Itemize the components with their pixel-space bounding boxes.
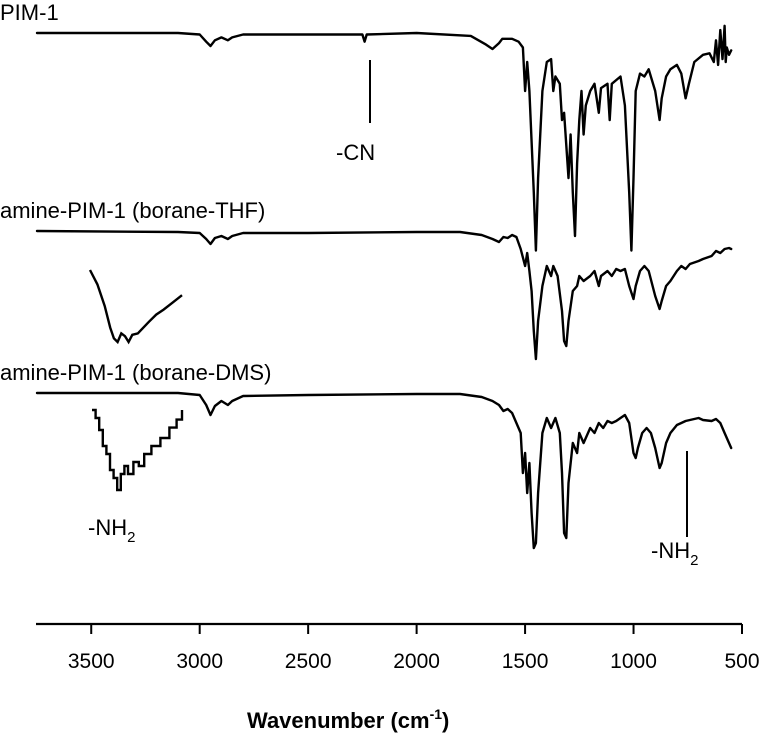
- spectrum-line-2: [35, 229, 733, 361]
- series-label-borane-thf: amine-PIM-1 (borane-THF): [0, 198, 265, 223]
- cn-annotation: -CN: [336, 140, 375, 165]
- spectrum-line-3: [35, 391, 733, 550]
- x-tick-label-1000: 1000: [610, 650, 657, 673]
- x-tick-label-2000: 2000: [393, 650, 440, 673]
- series-label-pim1: PIM-1: [0, 0, 59, 25]
- spectrum-line-1: [35, 24, 733, 252]
- x-tick-label-2500: 2500: [285, 650, 332, 673]
- nh2-annotation-inset: -NH2: [88, 515, 135, 546]
- series-label-borane-dms: amine-PIM-1 (borane-DMS): [0, 360, 271, 385]
- inset-trace-borane-thf: [88, 269, 183, 345]
- x-tick-label-3000: 3000: [176, 650, 223, 673]
- x-tick-label-500: 500: [724, 650, 759, 673]
- spectra-group: [35, 24, 733, 550]
- x-axis-title: Wavenumber (cm-1): [247, 706, 449, 733]
- x-tick-label-3500: 3500: [68, 650, 115, 673]
- nh2-annotation-peak: -NH2: [651, 538, 698, 569]
- x-axis-ticks: 3500 3000 2500 2000 1500 1000 500: [68, 624, 760, 673]
- inset-trace-borane-dms: [92, 408, 184, 492]
- x-tick-label-1500: 1500: [502, 650, 549, 673]
- insets-group: [88, 269, 184, 492]
